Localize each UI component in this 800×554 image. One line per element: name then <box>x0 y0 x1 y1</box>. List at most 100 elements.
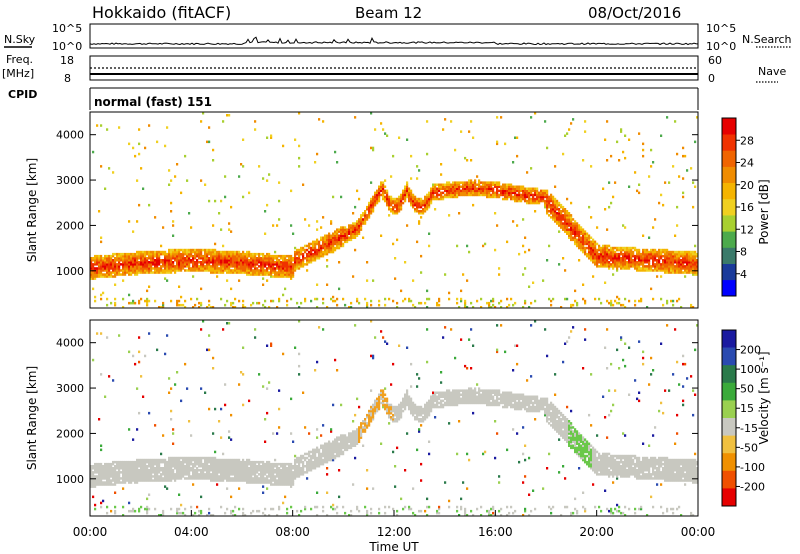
power-cell <box>666 299 669 303</box>
power-cell <box>236 271 239 274</box>
velocity-cell <box>156 467 159 470</box>
power-cell <box>452 183 455 186</box>
velocity-cell <box>288 479 291 482</box>
power-cell <box>122 263 125 266</box>
power-cell <box>110 271 113 274</box>
velocity-cell <box>230 469 233 472</box>
power-cell <box>654 254 657 258</box>
power-cell <box>254 265 257 268</box>
power-cell <box>426 203 429 207</box>
power-cell <box>608 181 611 184</box>
power-cell <box>464 189 467 193</box>
power-cell <box>622 263 625 266</box>
velocity-cell <box>328 458 331 462</box>
power-cell <box>610 257 613 260</box>
power-cell <box>258 252 261 256</box>
power-cell <box>110 265 113 268</box>
velocity-cell <box>120 481 123 484</box>
power-cell <box>156 269 159 272</box>
power-cell <box>696 271 699 274</box>
velocity-cell <box>200 458 203 462</box>
velocity-cell <box>162 460 165 464</box>
power-cell <box>198 252 201 256</box>
power-cell <box>666 250 669 254</box>
power-cell <box>270 259 273 262</box>
power-cell <box>656 263 659 266</box>
velocity-cell <box>316 465 319 468</box>
velocity-cell <box>278 505 281 509</box>
power-cell <box>264 306 267 309</box>
velocity-cell <box>122 460 125 464</box>
velocity-cell <box>306 471 309 474</box>
velocity-cell <box>290 467 293 470</box>
power-cell <box>340 195 343 199</box>
velocity-cell <box>212 432 215 435</box>
power-cell <box>220 259 223 262</box>
velocity-cell <box>154 467 157 470</box>
velocity-cell <box>154 477 157 480</box>
velocity-cell <box>298 471 301 474</box>
power-cell <box>680 263 683 266</box>
power-cell <box>624 226 627 229</box>
power-cell <box>644 261 647 264</box>
power-cell <box>502 191 505 195</box>
power-cell <box>336 244 339 248</box>
velocity-cell <box>230 473 233 476</box>
power-cell <box>476 299 479 303</box>
power-cell <box>274 275 277 278</box>
velocity-cell <box>108 483 111 486</box>
velocity-cell <box>268 381 271 384</box>
power-cell <box>92 259 95 262</box>
power-cell <box>168 169 171 172</box>
power-cell <box>620 263 623 266</box>
velocity-cell <box>186 456 189 460</box>
power-cell <box>292 271 295 274</box>
power-cell <box>338 244 341 248</box>
power-cell <box>590 252 593 256</box>
power-cell <box>238 257 241 260</box>
power-cell <box>278 181 281 184</box>
velocity-cell <box>210 475 213 478</box>
velocity-cell <box>226 479 229 482</box>
power-cell <box>320 250 323 254</box>
power-cell <box>616 257 619 260</box>
velocity-cell <box>176 465 179 468</box>
power-cell <box>382 183 385 186</box>
power-cell <box>262 273 265 276</box>
velocity-cell <box>296 471 299 474</box>
velocity-cell <box>318 450 321 454</box>
power-cell <box>554 212 557 215</box>
power-cell <box>336 246 339 250</box>
power-cell <box>632 252 635 256</box>
velocity-cell <box>302 467 305 470</box>
velocity-cell <box>164 473 167 476</box>
power-cell <box>660 257 663 260</box>
power-cell <box>318 257 321 260</box>
power-cell <box>492 303 495 307</box>
power-cell <box>528 285 531 288</box>
power-cell <box>448 195 451 199</box>
power-cell <box>268 259 271 262</box>
power-cell <box>252 273 255 276</box>
power-cell <box>110 275 113 278</box>
power-cell <box>354 234 357 237</box>
power-cell <box>300 259 303 262</box>
power-cell <box>484 193 487 197</box>
power-cell <box>168 269 171 272</box>
power-cell <box>150 254 153 258</box>
power-cell <box>206 263 209 266</box>
power-cell <box>560 222 563 225</box>
power-cell <box>520 195 523 199</box>
power-cell <box>226 261 229 264</box>
velocity-cell <box>170 469 173 472</box>
power-cell <box>570 122 573 125</box>
velocity-cell <box>120 460 123 464</box>
power-cell <box>510 297 513 301</box>
power-cell <box>358 230 361 233</box>
velocity-cell <box>242 507 245 511</box>
power-cell <box>440 163 443 166</box>
velocity-cell <box>258 477 261 480</box>
velocity-cell <box>152 471 155 474</box>
velocity-cell <box>290 397 293 401</box>
